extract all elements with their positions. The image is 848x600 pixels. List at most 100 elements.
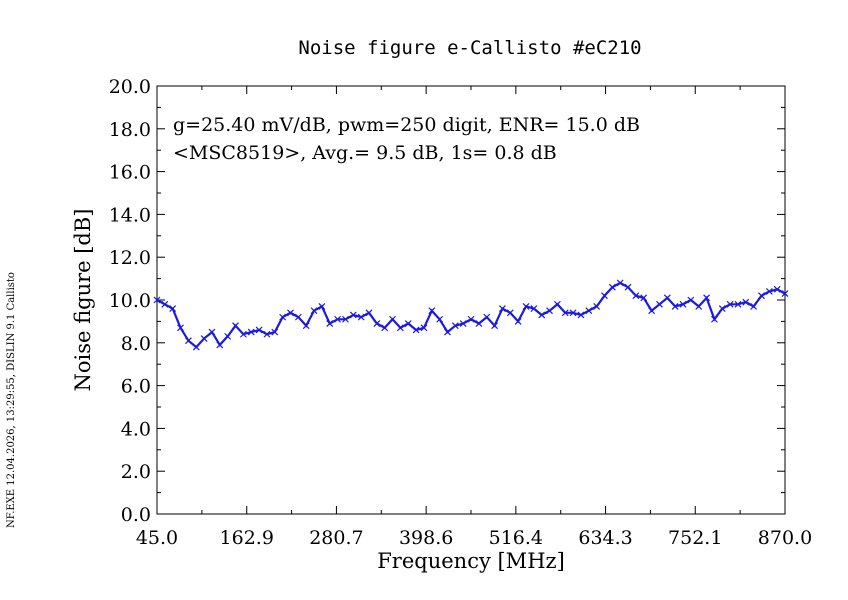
data-point bbox=[601, 292, 608, 300]
data-point bbox=[538, 311, 546, 319]
data-point bbox=[318, 302, 326, 310]
data-point bbox=[404, 320, 412, 327]
data-point bbox=[499, 305, 506, 312]
x-tick-label: 398.6 bbox=[399, 527, 453, 549]
data-point bbox=[718, 305, 726, 312]
data-point bbox=[781, 290, 789, 298]
data-point bbox=[742, 298, 750, 306]
data-point bbox=[255, 326, 263, 334]
data-point bbox=[663, 294, 671, 302]
y-tick-label: 20.0 bbox=[109, 76, 151, 98]
data-point bbox=[491, 322, 499, 330]
data-point bbox=[263, 330, 271, 338]
data-point bbox=[624, 283, 632, 291]
data-point bbox=[271, 328, 279, 336]
data-point bbox=[711, 315, 718, 323]
data-point bbox=[153, 296, 161, 304]
data-point bbox=[334, 315, 341, 323]
data-point bbox=[679, 300, 687, 308]
y-axis-label: Noise figure [dB] bbox=[71, 209, 95, 392]
x-tick-label: 634.3 bbox=[578, 527, 632, 549]
x-tick-label: 870.0 bbox=[758, 527, 812, 549]
data-point bbox=[185, 337, 192, 345]
data-point bbox=[232, 322, 239, 330]
data-point bbox=[177, 324, 184, 332]
data-point bbox=[640, 294, 648, 302]
series-line bbox=[156, 281, 786, 349]
noise-figure-series bbox=[153, 279, 789, 351]
data-point bbox=[224, 332, 232, 340]
data-point bbox=[577, 311, 585, 319]
y-tick-label: 16.0 bbox=[109, 162, 151, 184]
y-tick-label: 18.0 bbox=[109, 119, 151, 141]
axis-tick-labels: 0.0 2.0 4.0 6.0 8.0 10.0 12.0 14.0 16.0 18.0 20.0 4… bbox=[109, 76, 813, 549]
data-point bbox=[703, 294, 711, 302]
data-point bbox=[726, 300, 734, 308]
data-point bbox=[436, 315, 444, 323]
y-tick-label: 10.0 bbox=[109, 290, 151, 312]
data-point bbox=[750, 302, 758, 310]
data-point bbox=[349, 311, 357, 319]
data-point bbox=[483, 313, 491, 321]
data-point bbox=[553, 300, 561, 308]
data-point bbox=[765, 288, 773, 295]
data-point bbox=[467, 315, 475, 323]
data-point bbox=[616, 279, 624, 287]
data-point bbox=[294, 313, 302, 321]
data-point bbox=[161, 300, 169, 308]
y-tick-label: 6.0 bbox=[121, 376, 151, 398]
x-axis-label: Frequency [MHz] bbox=[377, 549, 565, 573]
data-point bbox=[687, 296, 695, 304]
data-point bbox=[459, 320, 467, 327]
data-point bbox=[357, 313, 365, 321]
data-point bbox=[247, 328, 255, 336]
data-point bbox=[326, 320, 334, 327]
y-tick-label: 4.0 bbox=[121, 418, 151, 440]
data-point bbox=[381, 324, 389, 332]
data-point bbox=[632, 292, 640, 300]
y-tick-label: 2.0 bbox=[121, 461, 151, 483]
data-point bbox=[287, 309, 294, 317]
data-point bbox=[695, 302, 703, 310]
data-point bbox=[216, 341, 224, 349]
data-point bbox=[169, 305, 177, 312]
data-point bbox=[451, 322, 459, 330]
data-point bbox=[514, 317, 522, 325]
data-point bbox=[310, 307, 318, 315]
y-tick-label: 14.0 bbox=[109, 204, 151, 226]
data-point bbox=[389, 315, 396, 323]
y-tick-label: 8.0 bbox=[121, 333, 151, 355]
annotation-statistics: <MSC8519>, Avg.= 9.5 dB, 1s= 0.8 dB bbox=[173, 142, 557, 164]
data-point bbox=[648, 307, 656, 315]
data-point bbox=[734, 300, 742, 308]
data-point bbox=[530, 305, 538, 312]
chart-title: Noise figure e-Callisto #eC210 bbox=[298, 37, 641, 59]
data-point bbox=[342, 315, 349, 323]
data-point bbox=[396, 324, 404, 332]
data-point bbox=[192, 343, 200, 351]
data-point bbox=[412, 326, 420, 334]
y-tick-label: 0.0 bbox=[121, 504, 151, 526]
data-point bbox=[373, 320, 381, 327]
data-point bbox=[200, 335, 208, 342]
data-point bbox=[569, 309, 577, 317]
data-point bbox=[365, 309, 373, 317]
axis-ticks bbox=[156, 85, 786, 515]
x-tick-label: 752.1 bbox=[668, 527, 722, 549]
data-point bbox=[593, 302, 601, 310]
data-point bbox=[546, 307, 553, 315]
x-tick-label: 45.0 bbox=[136, 527, 178, 549]
data-point bbox=[420, 324, 428, 332]
data-point bbox=[302, 322, 310, 330]
data-point bbox=[773, 285, 781, 293]
data-point bbox=[656, 300, 663, 308]
data-point bbox=[208, 328, 216, 336]
data-point bbox=[561, 309, 569, 317]
side-note: NF.EXE 12.04.2026, 13:29:55, DISLIN 9.1 … bbox=[6, 272, 17, 528]
x-tick-label: 162.9 bbox=[220, 527, 274, 549]
data-point bbox=[239, 330, 247, 338]
x-tick-label: 280.7 bbox=[309, 527, 363, 549]
x-tick-label: 516.4 bbox=[489, 527, 543, 549]
data-point bbox=[671, 302, 679, 310]
